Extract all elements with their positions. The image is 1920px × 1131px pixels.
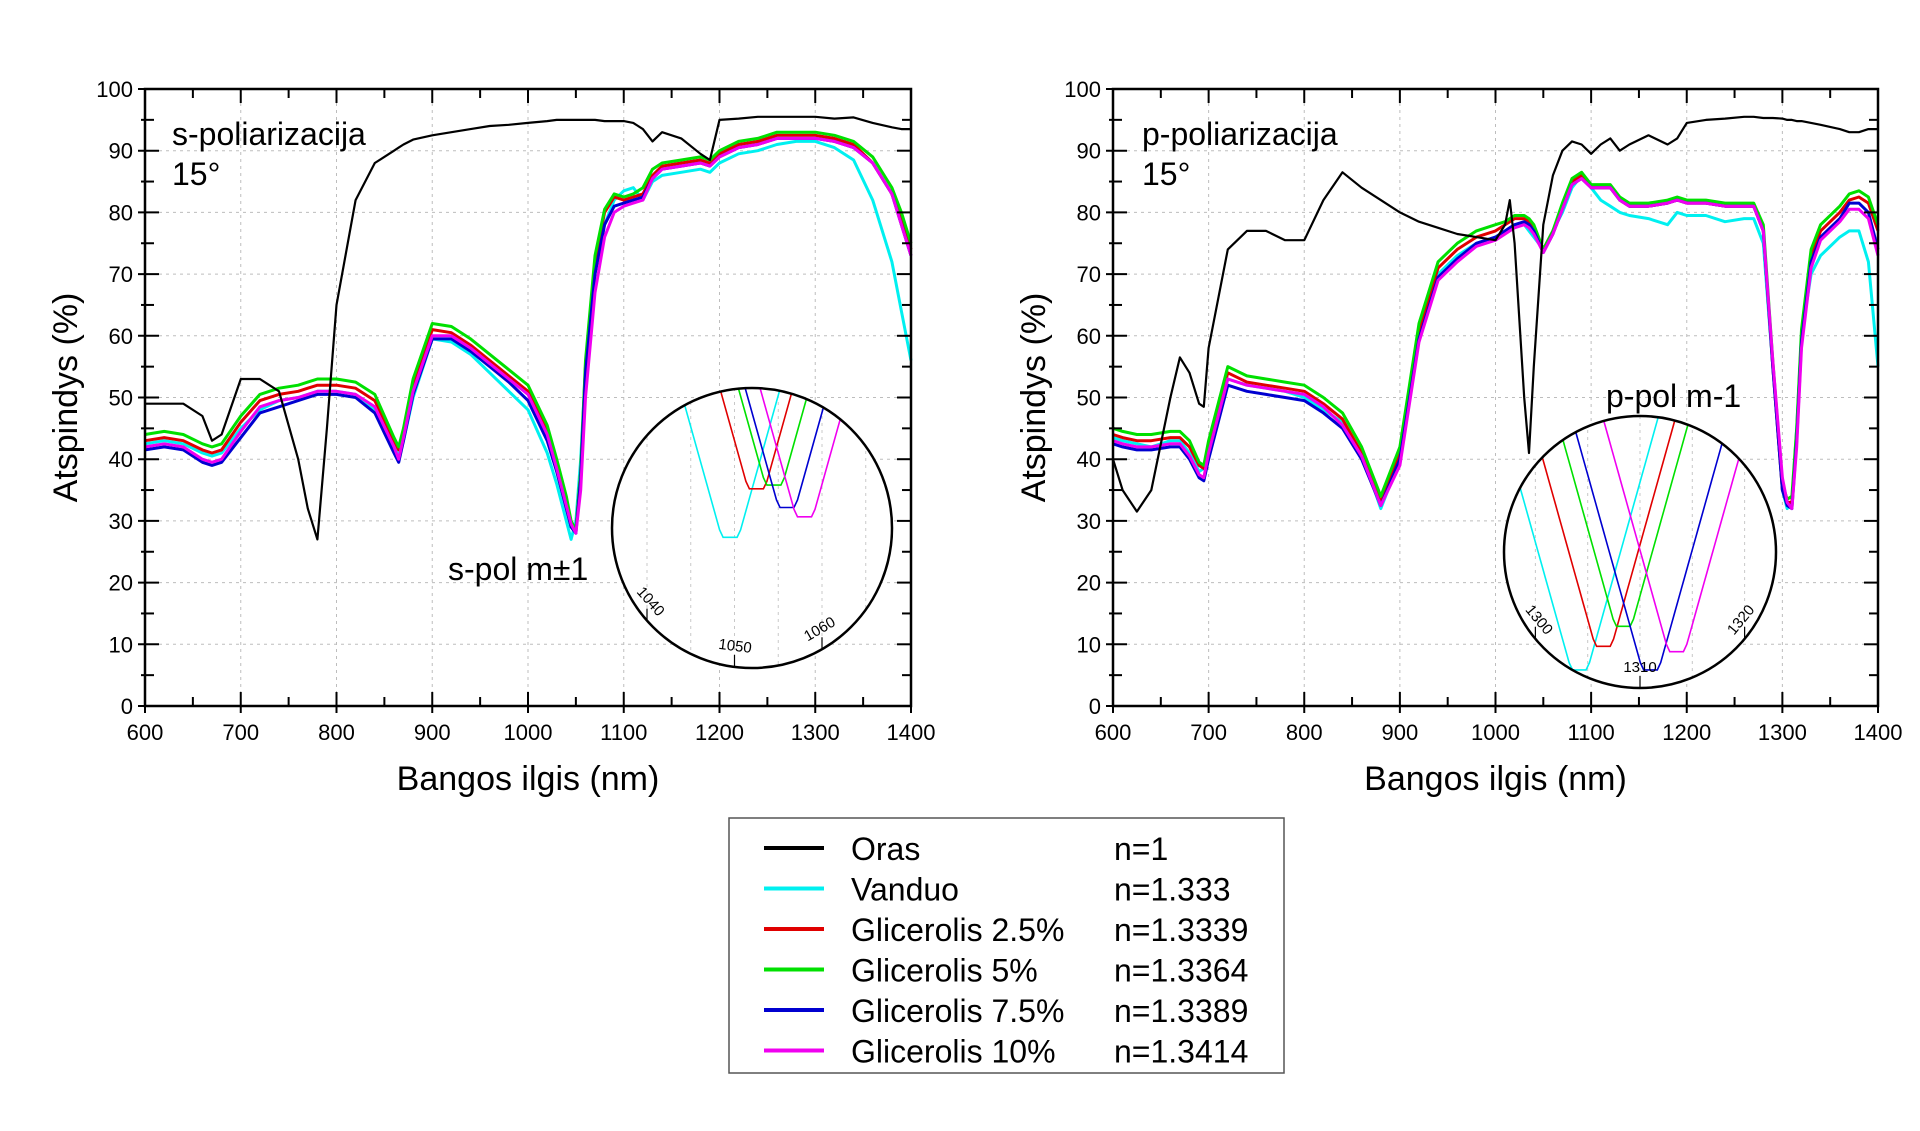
inset-series-line bbox=[633, 388, 892, 486]
y-tick-label: 10 bbox=[109, 632, 133, 657]
legend-refractive-index: n=1 bbox=[1114, 831, 1168, 867]
polarization-label: p-poliarizacija bbox=[1142, 116, 1338, 152]
y-tick-label: 10 bbox=[1077, 632, 1101, 657]
y-tick-label: 80 bbox=[109, 200, 133, 225]
x-axis-title: Bangos ilgis (nm) bbox=[397, 760, 660, 798]
x-tick-label: 600 bbox=[127, 720, 164, 745]
inset-series-line bbox=[612, 388, 871, 539]
angle-label: 15° bbox=[172, 156, 220, 192]
legend-refractive-index: n=1.3364 bbox=[1114, 953, 1248, 989]
inset-series-line bbox=[1539, 416, 1776, 653]
y-tick-label: 30 bbox=[109, 509, 133, 534]
x-tick-label: 800 bbox=[1286, 720, 1323, 745]
inset-border bbox=[610, 386, 894, 670]
axes: 600 700 800 900 1000 1100 1200 1300 1400 0 10 20 30 4… bbox=[47, 77, 935, 798]
inset-series-line bbox=[646, 388, 892, 509]
y-tick-label: 0 bbox=[121, 694, 133, 719]
y-tick-label: 20 bbox=[1077, 571, 1101, 596]
legend-label: Glicerolis 10% bbox=[851, 1034, 1056, 1070]
x-tick-label: 1100 bbox=[600, 720, 647, 745]
x-tick-label: 1000 bbox=[1471, 720, 1520, 745]
y-tick-label: 70 bbox=[109, 262, 133, 287]
inset-label-text: p-pol m-1 bbox=[1606, 378, 1741, 414]
legend-label: Oras bbox=[851, 831, 920, 867]
inset-series-line bbox=[615, 388, 892, 490]
axes: 600 700 800 900 1000 1100 1200 1300 1400 0 10 20 30 4… bbox=[1015, 77, 1902, 798]
y-tick-label: 50 bbox=[109, 386, 133, 411]
y-tick-label: 90 bbox=[109, 139, 133, 164]
legend-refractive-index: n=1.3339 bbox=[1114, 912, 1248, 948]
legend-box bbox=[728, 817, 1285, 1074]
y-tick-label: 80 bbox=[1077, 200, 1101, 225]
angle-label: 15° bbox=[1142, 156, 1190, 192]
y-tick-label: 60 bbox=[109, 324, 133, 349]
x-tick-label: 900 bbox=[414, 720, 451, 745]
x-tick-label: 1000 bbox=[504, 720, 553, 745]
y-tick-label: 30 bbox=[1077, 509, 1101, 534]
legend-label: Glicerolis 5% bbox=[851, 953, 1038, 989]
x-tick-label: 1200 bbox=[695, 720, 744, 745]
x-tick-label: 1300 bbox=[1758, 720, 1807, 745]
series-line-glicerolis-10- bbox=[144, 136, 913, 535]
legend-label: Vanduo bbox=[851, 872, 959, 908]
legend-label: Glicerolis 2.5% bbox=[851, 912, 1064, 948]
inset-background bbox=[612, 388, 892, 668]
inset-series-line bbox=[1504, 416, 1741, 648]
inset-series-line bbox=[663, 388, 892, 518]
x-tick-label: 700 bbox=[1190, 720, 1227, 745]
y-tick-label: 90 bbox=[1077, 139, 1101, 164]
y-tick-label: 60 bbox=[1077, 324, 1101, 349]
x-tick-label: 1300 bbox=[791, 720, 840, 745]
legend: Oras n=1 Vanduo n=1.333 Glicerolis 2.5% n=1.3… bbox=[728, 817, 1285, 1074]
series-line-oras bbox=[145, 115, 911, 541]
inset-series-line bbox=[1504, 416, 1717, 671]
y-tick-label: 50 bbox=[1077, 386, 1101, 411]
legend-refractive-index: n=1.333 bbox=[1114, 872, 1231, 908]
series-line-glicerolis-5- bbox=[144, 130, 913, 532]
plot-s-polarization: 600 700 800 900 1000 1100 1200 1300 1400 0 10 20 30 4… bbox=[47, 77, 935, 798]
plot-p-polarization: 600 700 800 900 1000 1100 1200 1300 1400 0 10 20 30 4… bbox=[1015, 77, 1902, 798]
series-group bbox=[144, 115, 913, 541]
inset-tick-label: 1310 bbox=[1623, 659, 1656, 676]
grid bbox=[1113, 89, 1878, 706]
legend-refractive-index: n=1.3414 bbox=[1114, 1034, 1248, 1070]
inset-series-line bbox=[1513, 416, 1776, 671]
legend-refractive-index: n=1.3389 bbox=[1114, 993, 1248, 1029]
polarization-label: s-poliarizacija bbox=[172, 116, 366, 152]
y-tick-label: 40 bbox=[109, 447, 133, 472]
x-tick-label: 1400 bbox=[887, 720, 936, 745]
x-tick-label: 800 bbox=[318, 720, 355, 745]
y-tick-label: 0 bbox=[1089, 694, 1101, 719]
y-axis-title: Atspindys (%) bbox=[47, 293, 85, 503]
inset-label-text: s-pol m±1 bbox=[448, 551, 588, 587]
x-tick-label: 600 bbox=[1095, 720, 1132, 745]
y-tick-label: 100 bbox=[96, 77, 133, 102]
inset-content bbox=[612, 388, 892, 668]
y-tick-label: 100 bbox=[1064, 77, 1101, 102]
y-tick-label: 40 bbox=[1077, 447, 1101, 472]
inset-series-line bbox=[1504, 416, 1761, 628]
y-tick-label: 20 bbox=[109, 571, 133, 596]
series-group bbox=[1111, 115, 1880, 513]
x-tick-label: 1200 bbox=[1662, 720, 1711, 745]
y-tick-label: 70 bbox=[1077, 262, 1101, 287]
x-tick-label: 1400 bbox=[1854, 720, 1903, 745]
y-axis-title: Atspindys (%) bbox=[1015, 293, 1053, 503]
x-tick-label: 1100 bbox=[1567, 720, 1614, 745]
x-axis-title: Bangos ilgis (nm) bbox=[1364, 760, 1627, 798]
x-tick-label: 700 bbox=[222, 720, 259, 745]
series-line-oras bbox=[1111, 115, 1878, 513]
inset-tick-label: 1050 bbox=[717, 636, 752, 657]
legend-label: Glicerolis 7.5% bbox=[851, 993, 1064, 1029]
x-tick-label: 900 bbox=[1382, 720, 1419, 745]
series-line-glicerolis-10- bbox=[1112, 177, 1880, 511]
